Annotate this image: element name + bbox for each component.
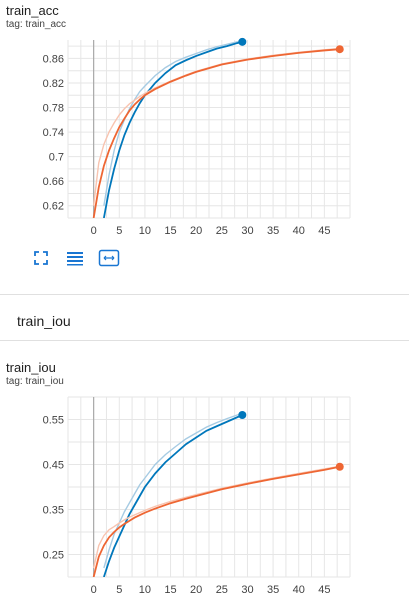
x-tick-label: 40 bbox=[293, 225, 305, 237]
x-tick-label: 15 bbox=[164, 584, 176, 596]
x-tick-label: 30 bbox=[241, 584, 253, 596]
chart-tag: tag: train_iou bbox=[6, 376, 64, 387]
series-smoothed-line bbox=[103, 414, 243, 577]
data-table-button[interactable] bbox=[64, 248, 86, 268]
x-tick-label: 40 bbox=[293, 584, 305, 596]
fullscreen-icon bbox=[34, 251, 48, 265]
series-raw-line bbox=[92, 465, 340, 569]
x-tick-label: 10 bbox=[139, 584, 151, 596]
section-header[interactable]: train_iou bbox=[17, 313, 71, 329]
x-tick-label: 5 bbox=[116, 225, 122, 237]
fit-domain-button[interactable] bbox=[98, 248, 120, 268]
grid bbox=[67, 396, 351, 578]
chart-toolbar bbox=[30, 248, 120, 268]
grid bbox=[67, 40, 351, 219]
data-table-icon bbox=[67, 252, 83, 266]
train-acc-chart[interactable]: 0.62 0.66 0.7 0.74 0.78 0.82 0.86 0 5 10 15 20 25 30 3… bbox=[0, 0, 409, 245]
x-tick-label: 0 bbox=[91, 225, 97, 237]
series-end-point bbox=[335, 462, 344, 471]
fullscreen-button[interactable] bbox=[30, 248, 52, 268]
series-end-point bbox=[335, 45, 344, 54]
section-divider bbox=[0, 340, 409, 341]
series-1 bbox=[92, 465, 340, 577]
x-tick-label: 45 bbox=[318, 584, 330, 596]
x-tick-label: 25 bbox=[216, 584, 228, 596]
x-tick-label: 10 bbox=[139, 225, 151, 237]
series-1 bbox=[92, 47, 340, 218]
chart-title: train_iou bbox=[6, 360, 56, 375]
y-tick-label: 0.7 bbox=[49, 152, 64, 164]
section-divider bbox=[0, 294, 409, 295]
y-tick-label: 0.25 bbox=[43, 550, 64, 562]
y-tick-label: 0.66 bbox=[43, 176, 64, 188]
x-tick-label: 15 bbox=[164, 225, 176, 237]
fit-domain-icon bbox=[98, 249, 120, 267]
y-tick-label: 0.62 bbox=[43, 201, 64, 213]
train-iou-chart[interactable]: 0.25 0.35 0.45 0.55 0 5 10 15 20 25 30 35 40 45 bbox=[0, 357, 409, 602]
series-smoothed-line bbox=[103, 40, 243, 218]
series-smoothed-line bbox=[92, 465, 340, 577]
x-tick-label: 20 bbox=[190, 584, 202, 596]
y-tick-label: 0.78 bbox=[43, 103, 64, 115]
series-smoothed-line bbox=[92, 48, 340, 218]
y-tick-label: 0.55 bbox=[43, 415, 64, 427]
series-raw-line bbox=[92, 47, 340, 206]
chart-title: train_acc bbox=[6, 3, 59, 18]
y-tick-label: 0.74 bbox=[43, 127, 64, 139]
series-raw-line bbox=[103, 40, 243, 206]
x-tick-label: 5 bbox=[116, 584, 122, 596]
chart-card-train-acc: train_acc tag: train_acc 0.62 0.66 0.7 0.74… bbox=[0, 0, 409, 250]
x-tick-label: 20 bbox=[190, 225, 202, 237]
y-tick-label: 0.82 bbox=[43, 78, 64, 90]
series-0 bbox=[103, 40, 243, 218]
x-tick-label: 0 bbox=[91, 584, 97, 596]
y-tick-label: 0.45 bbox=[43, 460, 64, 472]
x-tick-label: 35 bbox=[267, 225, 279, 237]
series-end-point bbox=[238, 411, 247, 419]
chart-card-train-iou: train_iou tag: train_iou 0.25 0.35 0.45 0.5… bbox=[0, 357, 409, 602]
y-tick-label: 0.35 bbox=[43, 505, 64, 517]
y-tick-label: 0.86 bbox=[43, 53, 64, 65]
x-tick-label: 45 bbox=[318, 225, 330, 237]
x-tick-label: 25 bbox=[216, 225, 228, 237]
x-tick-label: 30 bbox=[241, 225, 253, 237]
series-end-point bbox=[238, 37, 247, 46]
x-tick-label: 35 bbox=[267, 584, 279, 596]
chart-tag: tag: train_acc bbox=[6, 19, 67, 30]
